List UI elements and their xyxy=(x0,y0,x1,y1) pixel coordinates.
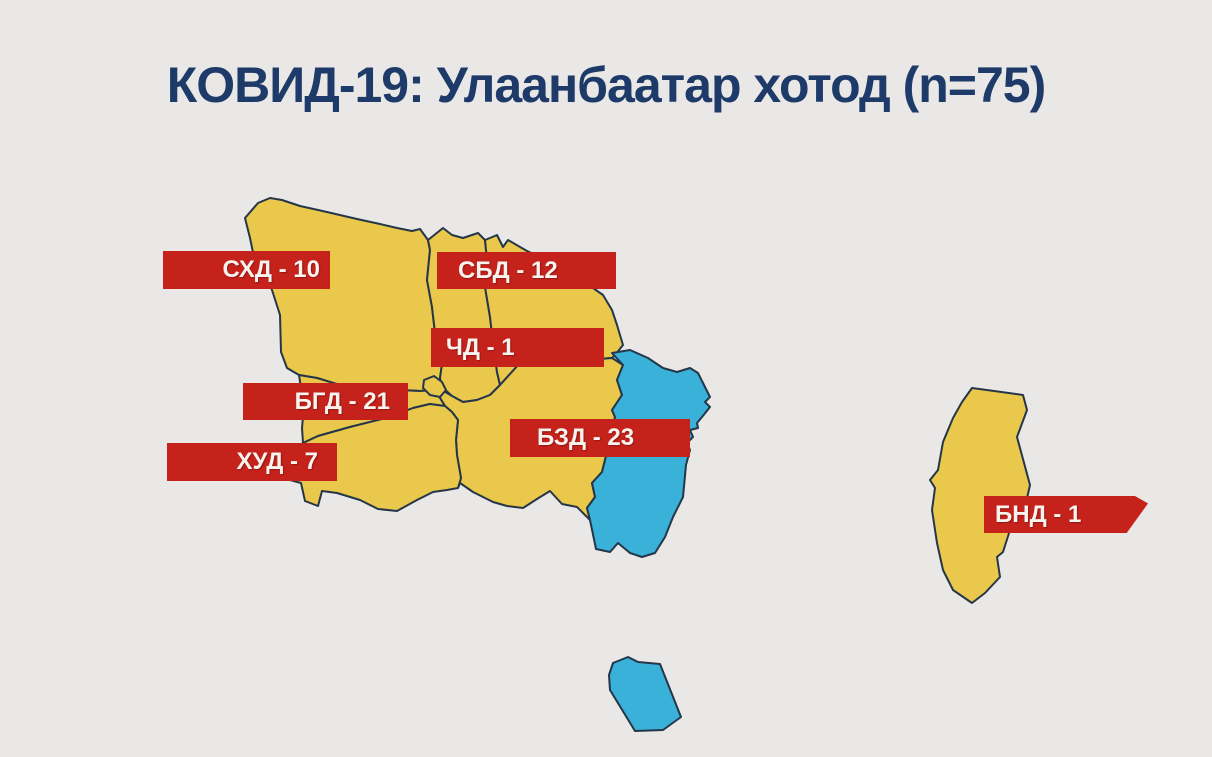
district-bnd xyxy=(929,387,1031,604)
district-blue-south xyxy=(608,656,682,732)
district-skhd xyxy=(244,197,444,392)
district-khud xyxy=(277,403,462,512)
district-center-knot xyxy=(422,375,447,398)
slide-title: КОВИД-19: Улаанбаатар хотод (n=75) xyxy=(166,57,1047,113)
